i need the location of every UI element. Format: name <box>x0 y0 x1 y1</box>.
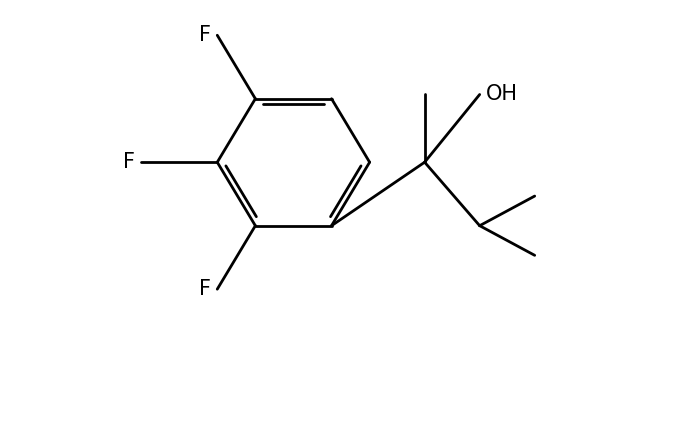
Text: F: F <box>122 152 135 172</box>
Text: F: F <box>199 279 211 299</box>
Text: OH: OH <box>486 84 518 104</box>
Text: F: F <box>199 25 211 45</box>
